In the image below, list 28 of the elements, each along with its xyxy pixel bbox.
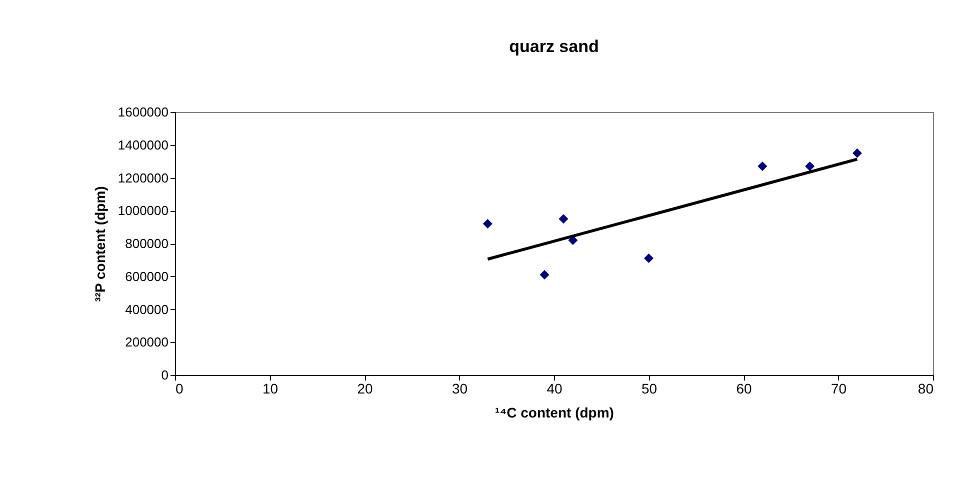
x-tick-label: 60 bbox=[736, 380, 752, 396]
x-tick-label: 20 bbox=[357, 380, 373, 396]
point bbox=[558, 214, 568, 224]
y-tick-label: 200000 bbox=[125, 334, 168, 350]
x-tick-label: 70 bbox=[830, 380, 847, 396]
y-tick-label: 0 bbox=[161, 368, 168, 382]
x-tick-label: 0 bbox=[176, 380, 184, 396]
y-tick-label: 1400000 bbox=[118, 137, 168, 152]
y-axis-title: ³²P content (dpm) bbox=[92, 186, 108, 302]
y-tick-label: 400000 bbox=[125, 302, 168, 317]
x-tick-label: 50 bbox=[641, 380, 658, 396]
point bbox=[852, 148, 862, 158]
point bbox=[644, 254, 654, 264]
y-tick-label: 800000 bbox=[125, 236, 168, 251]
point bbox=[482, 219, 492, 229]
point bbox=[758, 162, 768, 171]
x-tick-label: 80 bbox=[918, 380, 934, 396]
point bbox=[540, 270, 550, 280]
y-tick-label: 1200000 bbox=[118, 170, 168, 186]
x-tick-label: 40 bbox=[546, 380, 562, 396]
y-tick-label: 600000 bbox=[125, 268, 168, 284]
y-tick-label: 1600000 bbox=[118, 104, 168, 120]
x-tick-label: 10 bbox=[262, 380, 278, 396]
x-tick-label: 30 bbox=[452, 380, 468, 396]
x-axis-title: ¹⁴C content (dpm) bbox=[495, 404, 614, 420]
y-tick-label: 1000000 bbox=[118, 203, 168, 218]
chart-title: quarz sand bbox=[509, 37, 599, 56]
point bbox=[805, 162, 815, 171]
